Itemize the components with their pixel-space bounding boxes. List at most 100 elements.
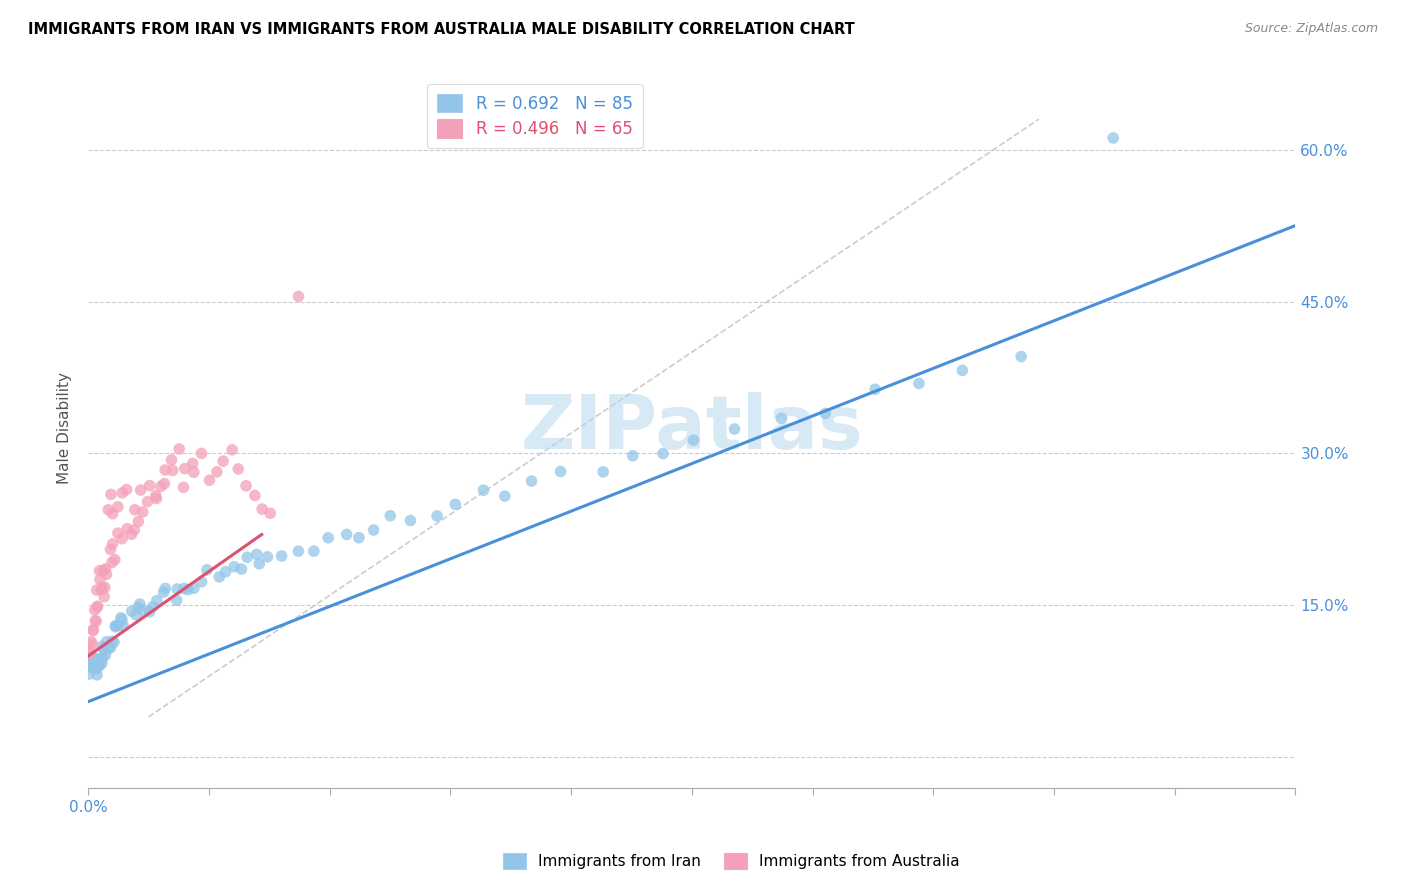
Point xyxy=(84,614,107,628)
Point xyxy=(110,611,132,625)
Point xyxy=(80,657,103,672)
Point xyxy=(104,552,127,566)
Point xyxy=(149,479,172,493)
Legend: R = 0.692   N = 85, R = 0.496   N = 65: R = 0.692 N = 85, R = 0.496 N = 65 xyxy=(427,84,643,148)
Point xyxy=(89,573,111,587)
Point xyxy=(82,651,104,665)
Point xyxy=(550,465,572,479)
Point xyxy=(93,564,115,578)
Text: ZIPatlas: ZIPatlas xyxy=(520,392,863,465)
Point xyxy=(129,483,152,497)
Point xyxy=(399,514,422,528)
Point xyxy=(86,668,108,682)
Point xyxy=(259,506,281,520)
Point xyxy=(250,502,273,516)
Point xyxy=(908,376,931,391)
Point xyxy=(363,523,385,537)
Point xyxy=(82,623,104,637)
Point xyxy=(79,660,101,674)
Point xyxy=(101,634,124,648)
Point xyxy=(86,653,108,667)
Point xyxy=(153,476,176,491)
Point xyxy=(89,564,111,578)
Point xyxy=(115,483,138,497)
Point xyxy=(235,479,257,493)
Point xyxy=(111,486,134,500)
Point xyxy=(205,465,228,479)
Point xyxy=(173,582,195,596)
Point xyxy=(90,582,112,597)
Point xyxy=(172,480,194,494)
Point xyxy=(160,452,183,467)
Point xyxy=(444,497,467,511)
Point xyxy=(87,655,110,669)
Point xyxy=(107,500,129,514)
Point xyxy=(79,641,101,656)
Point xyxy=(166,593,188,607)
Point xyxy=(83,656,105,670)
Point xyxy=(243,488,266,502)
Point xyxy=(494,489,516,503)
Point xyxy=(380,508,402,523)
Point xyxy=(287,289,309,303)
Point xyxy=(770,411,793,425)
Point xyxy=(86,661,108,675)
Point xyxy=(89,657,111,672)
Point xyxy=(145,489,167,503)
Point xyxy=(80,634,103,648)
Point xyxy=(107,526,129,541)
Text: IMMIGRANTS FROM IRAN VS IMMIGRANTS FROM AUSTRALIA MALE DISABILITY CORRELATION CH: IMMIGRANTS FROM IRAN VS IMMIGRANTS FROM … xyxy=(28,22,855,37)
Point xyxy=(101,537,124,551)
Point xyxy=(93,642,115,657)
Point xyxy=(146,593,169,607)
Point xyxy=(863,382,886,396)
Point xyxy=(190,446,212,460)
Point xyxy=(814,407,837,421)
Point xyxy=(86,583,108,598)
Point xyxy=(155,582,177,596)
Point xyxy=(208,570,231,584)
Point xyxy=(246,547,269,561)
Point xyxy=(136,494,159,508)
Point xyxy=(302,544,325,558)
Point xyxy=(127,600,149,615)
Point xyxy=(91,640,114,654)
Point xyxy=(652,446,675,460)
Point xyxy=(94,648,117,662)
Point xyxy=(153,463,176,477)
Point xyxy=(1010,350,1032,364)
Point xyxy=(190,574,212,589)
Point xyxy=(347,531,370,545)
Point xyxy=(100,640,122,655)
Point xyxy=(84,615,107,629)
Point xyxy=(83,603,105,617)
Point xyxy=(86,652,108,666)
Point xyxy=(231,562,253,576)
Point xyxy=(128,597,150,611)
Y-axis label: Male Disability: Male Disability xyxy=(58,372,72,484)
Point xyxy=(84,661,107,675)
Point xyxy=(236,550,259,565)
Text: Source: ZipAtlas.com: Source: ZipAtlas.com xyxy=(1244,22,1378,36)
Point xyxy=(132,603,155,617)
Point xyxy=(97,502,120,516)
Point xyxy=(104,618,127,632)
Point xyxy=(90,656,112,670)
Point xyxy=(104,620,127,634)
Point xyxy=(94,580,117,594)
Point xyxy=(89,654,111,668)
Point xyxy=(79,649,101,664)
Point xyxy=(181,457,204,471)
Point xyxy=(127,515,149,529)
Point xyxy=(105,619,128,633)
Point xyxy=(162,463,184,477)
Point xyxy=(142,599,165,614)
Point xyxy=(287,544,309,558)
Point xyxy=(198,473,221,487)
Point xyxy=(82,652,104,666)
Point xyxy=(167,442,190,456)
Point xyxy=(82,657,104,672)
Point xyxy=(96,634,118,648)
Point xyxy=(97,641,120,656)
Point xyxy=(316,531,339,545)
